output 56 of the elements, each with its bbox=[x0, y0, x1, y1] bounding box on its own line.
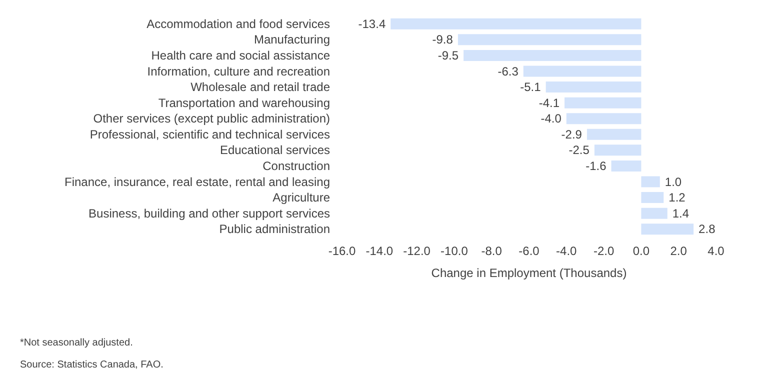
y-tick-label: Wholesale and retail trade bbox=[190, 80, 330, 94]
bar bbox=[611, 160, 642, 172]
y-tick-label: Accommodation and food services bbox=[146, 16, 330, 31]
data-label: -5.1 bbox=[520, 80, 542, 94]
y-tick-label: Agriculture bbox=[272, 190, 330, 205]
data-label: 2.8 bbox=[698, 222, 716, 236]
y-tick-label: Construction bbox=[262, 158, 330, 173]
x-tick-label: 0.0 bbox=[632, 244, 650, 258]
text: *Not seasonally adjusted. bbox=[20, 338, 133, 348]
x-tick-label: 4.0 bbox=[708, 244, 725, 258]
data-label: -9.5 bbox=[438, 48, 459, 62]
bar bbox=[586, 128, 642, 140]
y-tick-label: Educational services bbox=[220, 143, 330, 158]
data-label: -13.4 bbox=[358, 16, 386, 31]
bar bbox=[641, 176, 660, 188]
bar bbox=[390, 18, 642, 30]
y-tick-label: Public administration bbox=[219, 222, 330, 236]
bar bbox=[594, 144, 642, 156]
bar bbox=[523, 66, 642, 77]
x-tick-label: -4.0 bbox=[556, 244, 578, 258]
x-tick-label: -8.0 bbox=[481, 244, 502, 258]
bar bbox=[641, 224, 694, 235]
data-label: -4.0 bbox=[540, 112, 562, 126]
y-tick-label: Information, culture and recreation bbox=[147, 64, 330, 78]
data-label: 1.2 bbox=[668, 190, 686, 205]
x-tick-label: -12.0 bbox=[403, 244, 431, 258]
y-tick-label: Business, building and other support services bbox=[88, 206, 330, 220]
x-tick-label: -16.0 bbox=[328, 244, 356, 258]
data-label: -2.5 bbox=[568, 143, 590, 158]
y-tick-label: Transportation and warehousing bbox=[158, 96, 330, 110]
y-tick-label: Health care and social assistance bbox=[151, 48, 330, 62]
x-tick-label: -2.0 bbox=[593, 244, 614, 258]
data-label: 1.4 bbox=[672, 206, 690, 220]
bar bbox=[564, 97, 642, 108]
x-tick-label: -10.0 bbox=[440, 244, 468, 258]
y-tick-label: Finance, insurance, real estate, rental and leasing bbox=[64, 174, 330, 189]
bar bbox=[458, 34, 642, 46]
x-tick-label: -6.0 bbox=[518, 244, 540, 258]
data-label: -2.9 bbox=[561, 127, 582, 142]
bar bbox=[566, 113, 642, 124]
y-tick-label: Manufacturing bbox=[254, 32, 330, 47]
x-tick-label: -14.0 bbox=[366, 244, 394, 258]
bar bbox=[546, 82, 642, 93]
data-label: -4.1 bbox=[538, 96, 560, 110]
y-tick-label: Other services (except public administration) bbox=[93, 112, 330, 126]
x-tick-label: 2.0 bbox=[670, 244, 688, 258]
data-label: -9.8 bbox=[432, 32, 454, 47]
data-label: 1.0 bbox=[664, 174, 682, 189]
bar bbox=[464, 50, 642, 61]
bar bbox=[641, 192, 664, 204]
data-label: -6.3 bbox=[498, 64, 519, 78]
y-tick-label: Professional, scientific and technical services bbox=[90, 127, 330, 142]
data-label: -1.6 bbox=[586, 158, 607, 173]
x-axis-title: Change in Employment (Thousands) bbox=[431, 266, 627, 280]
bar bbox=[641, 208, 668, 219]
source-note: Source: Statistics Canada, FAO. bbox=[20, 360, 164, 370]
